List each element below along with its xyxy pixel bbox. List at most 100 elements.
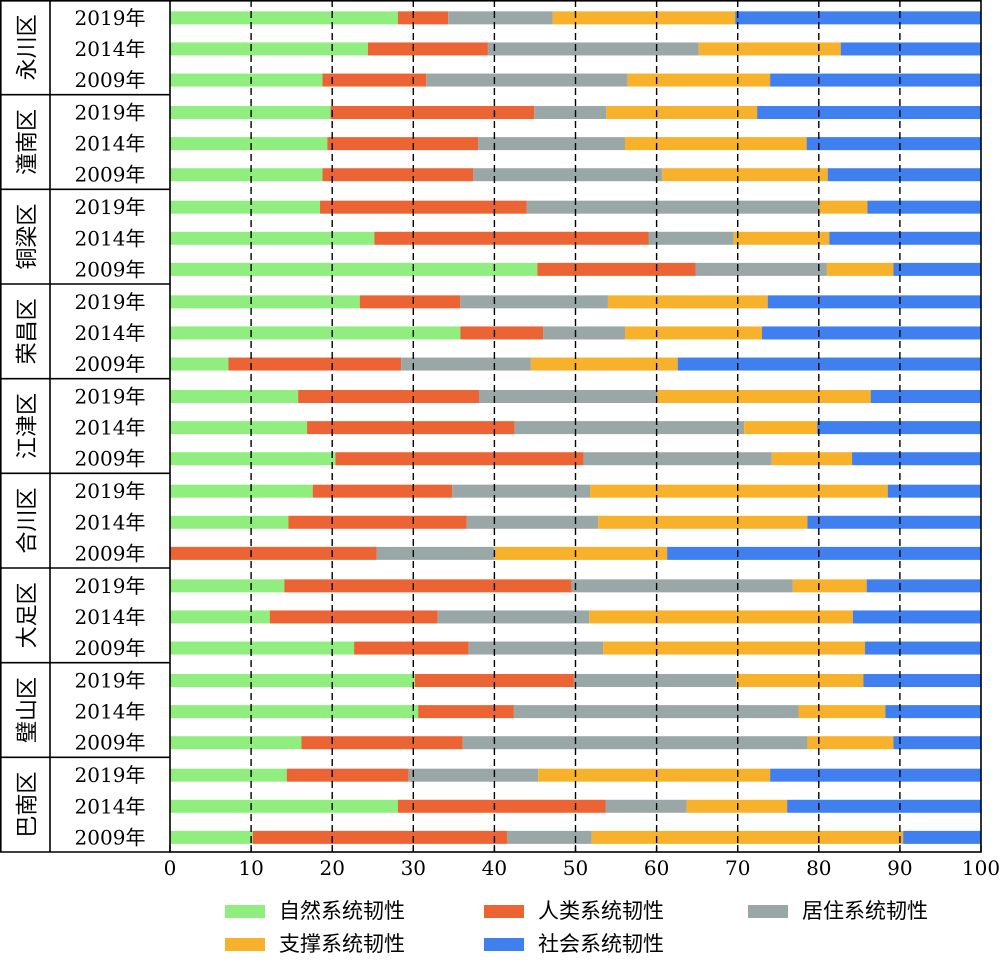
bar-segment xyxy=(288,515,467,529)
x-tick-label: 30 xyxy=(401,856,426,880)
bar-segment xyxy=(478,390,658,404)
year-label: 2014年 xyxy=(75,605,146,629)
bar-segment xyxy=(170,42,368,56)
bar-segment xyxy=(170,610,270,624)
x-tick-label: 20 xyxy=(319,856,344,880)
district-label: 荣昌区 xyxy=(16,298,41,364)
bar-segment xyxy=(170,390,299,404)
bar-segment xyxy=(460,326,544,340)
bar-segment xyxy=(552,11,736,25)
legend-label: 支撑系统韧性 xyxy=(279,932,405,956)
bar-segment xyxy=(606,106,758,120)
year-label: 2009年 xyxy=(75,731,146,755)
bar-segment xyxy=(686,799,788,813)
bar-segment xyxy=(852,452,981,466)
bar-segment xyxy=(770,73,981,87)
bar-segment xyxy=(865,641,981,655)
year-label: 2019年 xyxy=(75,763,146,787)
bar-segment xyxy=(252,830,508,844)
bar-segment xyxy=(607,295,768,309)
district-label: 铜梁区 xyxy=(16,204,41,270)
bar-segment xyxy=(573,674,737,688)
x-tick-label: 40 xyxy=(482,856,507,880)
bar-segment xyxy=(866,579,981,593)
bar-segment xyxy=(627,73,771,87)
bar-segment xyxy=(170,326,461,340)
bar-segment xyxy=(170,262,538,276)
bar-segment xyxy=(170,641,355,655)
bar-segment xyxy=(414,674,574,688)
district-label: 江津区 xyxy=(16,393,41,459)
bar-segment xyxy=(733,231,830,245)
district-label: 永川区 xyxy=(16,14,41,80)
legend-label: 自然系统韧性 xyxy=(279,899,405,923)
bar-segment xyxy=(170,106,331,120)
bar-segment xyxy=(695,262,827,276)
bar-segment xyxy=(806,137,981,151)
bar-segment xyxy=(591,830,904,844)
bar-segment xyxy=(335,452,584,466)
x-tick-label: 0 xyxy=(164,856,177,880)
year-label: 2014年 xyxy=(75,700,146,724)
bar-segment xyxy=(770,768,981,782)
district-label: 巴南区 xyxy=(16,772,41,838)
bar-segment xyxy=(397,799,606,813)
year-label: 2009年 xyxy=(75,163,146,187)
bar-segment xyxy=(466,515,599,529)
year-label: 2009年 xyxy=(75,825,146,849)
bar-segment xyxy=(170,546,377,560)
year-label: 2014年 xyxy=(75,37,146,61)
bar-segment xyxy=(757,106,981,120)
bar-segment xyxy=(170,768,287,782)
year-label: 2014年 xyxy=(75,226,146,250)
year-label: 2019年 xyxy=(75,195,146,219)
bar-segment xyxy=(170,11,398,25)
bar-segment xyxy=(170,421,308,435)
legend-swatch xyxy=(484,938,524,951)
year-label: 2009年 xyxy=(75,541,146,565)
bar-segment xyxy=(298,390,479,404)
x-tick-label: 80 xyxy=(806,856,831,880)
bar-segment xyxy=(322,73,427,87)
bar-segment xyxy=(401,357,531,371)
district-label: 潼南区 xyxy=(16,109,41,175)
bar-segment xyxy=(698,42,841,56)
bar-segment xyxy=(228,357,402,371)
bar-segment xyxy=(537,262,696,276)
year-label: 2009年 xyxy=(75,68,146,92)
bar-segment xyxy=(170,73,323,87)
year-label: 2019年 xyxy=(75,290,146,314)
bar-segment xyxy=(170,452,336,466)
bar-segment xyxy=(767,295,981,309)
bar-segment xyxy=(624,137,807,151)
bar-segment xyxy=(397,11,449,25)
bar-segment xyxy=(603,641,866,655)
bar-segment xyxy=(863,674,981,688)
bar-segment xyxy=(418,705,514,719)
bar-segment xyxy=(170,295,360,309)
bar-segment xyxy=(526,200,820,214)
year-label: 2019年 xyxy=(75,479,146,503)
bar-segment xyxy=(827,168,981,182)
year-label: 2014年 xyxy=(75,510,146,534)
x-tick-label: 100 xyxy=(962,856,1000,880)
bar-segment xyxy=(448,11,553,25)
bar-segment xyxy=(893,262,981,276)
legend-swatch xyxy=(484,905,524,918)
bar-segment xyxy=(514,421,745,435)
bar-segment xyxy=(170,168,323,182)
bar-segment xyxy=(887,484,981,498)
bar-segment xyxy=(307,421,515,435)
bar-segment xyxy=(170,515,289,529)
bar-segment xyxy=(359,295,461,309)
bar-segment xyxy=(667,546,981,560)
bar-segment xyxy=(598,515,808,529)
bar-segment xyxy=(170,137,328,151)
bar-segment xyxy=(885,705,981,719)
bar-segment xyxy=(284,579,572,593)
bar-segment xyxy=(462,736,808,750)
bar-segment xyxy=(792,579,867,593)
bar-segment xyxy=(771,452,853,466)
year-label: 2009年 xyxy=(75,636,146,660)
